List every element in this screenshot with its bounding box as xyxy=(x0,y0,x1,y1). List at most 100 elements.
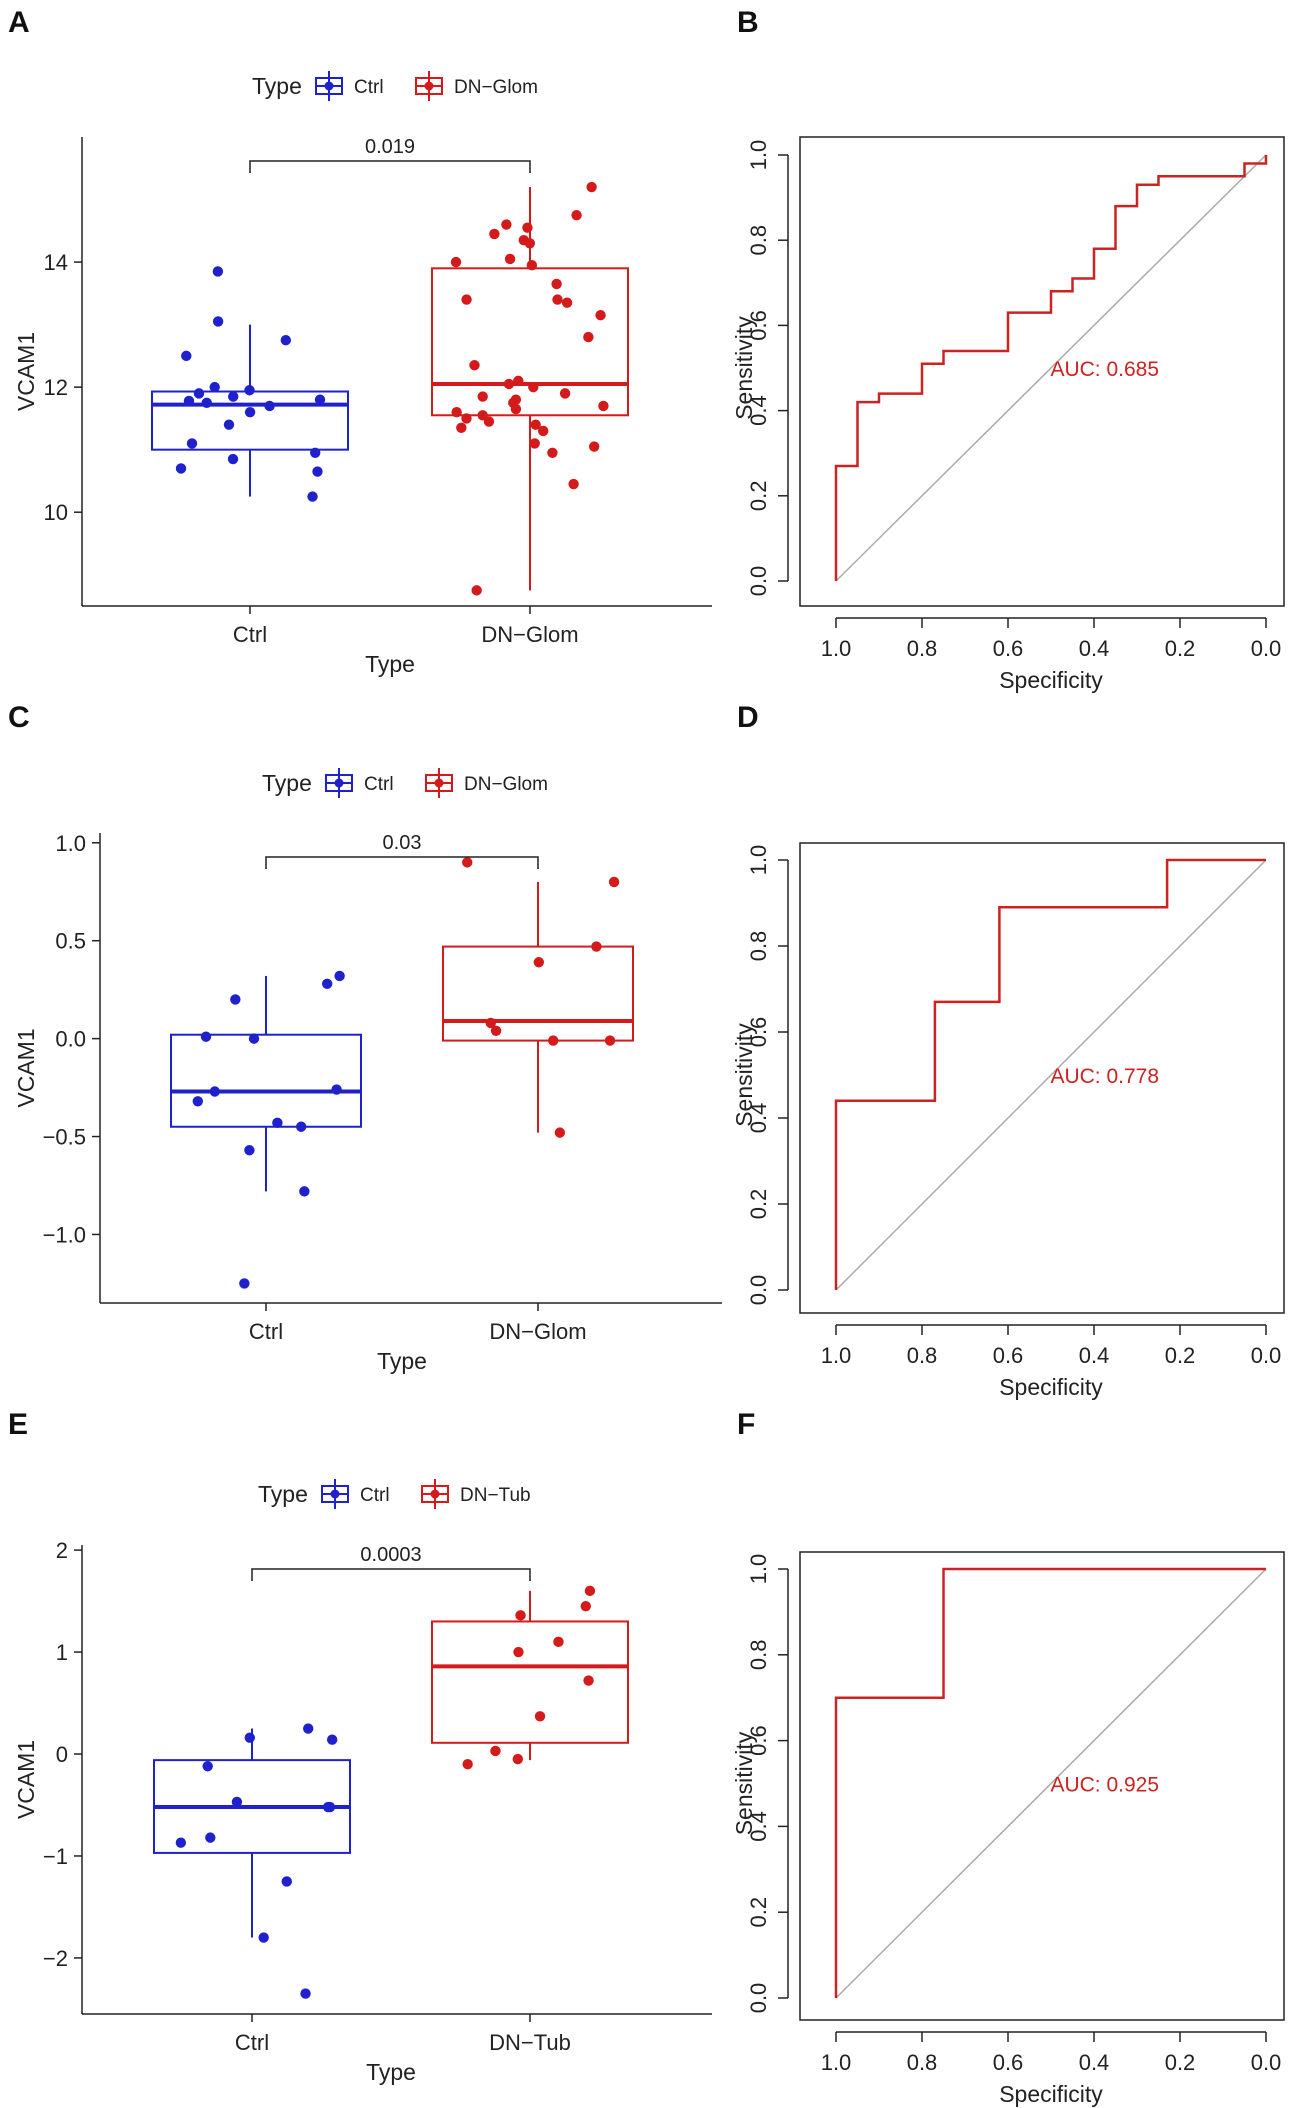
y-tick-label: 0.6 xyxy=(746,1017,771,1048)
y-tick-label: 2 xyxy=(56,1538,68,1563)
data-point xyxy=(175,1837,187,1848)
panel-letter: A xyxy=(8,6,30,39)
legend: Type Ctrl DN−Tub xyxy=(258,1479,531,1509)
data-point xyxy=(513,1646,524,1658)
data-point xyxy=(326,1734,338,1745)
reference-diagonal xyxy=(835,1568,1267,1999)
y-axis-title: Sensitivity xyxy=(731,1023,757,1127)
data-point xyxy=(202,1761,213,1772)
data-point xyxy=(591,941,602,952)
legend-key-dot xyxy=(424,81,434,91)
data-point xyxy=(462,1759,473,1770)
x-tick-label: Ctrl xyxy=(235,2030,269,2055)
legend-entry: Ctrl xyxy=(364,774,394,795)
data-point xyxy=(244,1732,255,1743)
data-point xyxy=(477,391,488,402)
x-tick-label: 0.6 xyxy=(993,2050,1024,2075)
legend: Type Ctrl DN−Glom xyxy=(252,71,538,101)
auc-label: AUC: 0.778 xyxy=(1050,1065,1159,1088)
data-point xyxy=(586,181,597,193)
panel-letter: F xyxy=(737,1408,755,1441)
panel-c: C Type Ctrl DN−Glom −1.0 −0.5 0.0 0.5 1.0 Ctrl DN−… xyxy=(8,701,722,1374)
data-point xyxy=(503,378,515,390)
y-tick-label: 0.8 xyxy=(746,1640,771,1671)
x-tick-label: 1.0 xyxy=(821,2050,852,2075)
legend-entry: DN−Glom xyxy=(454,77,538,98)
data-point xyxy=(280,335,292,346)
data-point xyxy=(322,1801,334,1813)
x-axis-title: Type xyxy=(365,651,415,677)
legend-entry: DN−Tub xyxy=(460,1485,531,1506)
data-point xyxy=(583,331,594,343)
data-point xyxy=(512,1753,523,1765)
y-axis-title: Sensitivity xyxy=(731,1731,757,1835)
data-point xyxy=(571,209,582,221)
data-point xyxy=(461,413,472,424)
data-point xyxy=(477,410,488,421)
data-point xyxy=(181,350,192,362)
data-point xyxy=(533,957,545,968)
y-tick-label: 0 xyxy=(56,1742,68,1767)
data-point xyxy=(205,1832,216,1843)
y-tick-label: 0.0 xyxy=(746,1983,771,2014)
data-point xyxy=(209,1086,221,1097)
y-tick-label: 0.6 xyxy=(746,310,771,341)
data-point xyxy=(314,394,326,405)
data-point xyxy=(490,1025,502,1036)
y-tick-label: 1.0 xyxy=(746,845,771,876)
x-tick-label: 1.0 xyxy=(821,636,852,661)
x-tick-label: 0.0 xyxy=(1251,636,1282,661)
data-point xyxy=(588,441,600,452)
box-iqr xyxy=(442,945,634,1042)
data-point xyxy=(312,466,323,477)
panel-d: D 1.0 0.8 0.6 0.4 0.2 0.0 Specificity 0.0 0.2 0.4 0… xyxy=(731,701,1285,1400)
data-point xyxy=(554,1127,566,1138)
roc-curve xyxy=(834,858,1266,1290)
data-point xyxy=(559,388,571,399)
data-point xyxy=(231,1796,243,1808)
data-point xyxy=(321,978,333,989)
data-point xyxy=(334,970,345,982)
legend-title: Type xyxy=(258,1481,308,1507)
plot-frame xyxy=(799,1551,1285,2021)
x-tick-label: Ctrl xyxy=(249,1319,283,1344)
data-point xyxy=(230,994,241,1005)
panel-letter: B xyxy=(737,6,759,39)
data-point xyxy=(258,1932,269,1943)
panel-b: B 1.0 0.8 0.6 0.4 0.2 0.0 Specificity 0.0 0.2 0.4 0… xyxy=(731,6,1285,693)
x-axis-title: Type xyxy=(377,1348,427,1374)
y-tick-label: 0.6 xyxy=(746,1725,771,1756)
y-tick-label: 0.5 xyxy=(55,929,86,954)
x-tick-label: 0.2 xyxy=(1165,1343,1196,1368)
data-point xyxy=(175,463,187,474)
x-axis-title: Specificity xyxy=(999,667,1103,693)
legend-key-dn xyxy=(415,71,443,101)
x-tick-label: 0.0 xyxy=(1251,2050,1282,2075)
legend-key-dn xyxy=(425,768,453,798)
data-point xyxy=(526,259,538,271)
reference-diagonal xyxy=(835,859,1267,1291)
data-point xyxy=(528,381,539,393)
data-point xyxy=(551,278,562,290)
y-tick-label: 0.0 xyxy=(746,1275,771,1306)
data-point xyxy=(461,294,472,305)
panel-letter: D xyxy=(737,701,759,734)
axes: 1.0 0.8 0.6 0.4 0.2 0.0 Specificity 0.0 0.2 0.4 0.… xyxy=(731,1551,1285,2107)
panel-letter: E xyxy=(8,1408,28,1441)
panel-e: E Type Ctrl DN−Tub −2 −1 0 1 2 Ctrl DN−Tub Type VCAM… xyxy=(8,1408,712,2085)
data-point xyxy=(212,266,224,277)
x-axis-title: Specificity xyxy=(999,1374,1103,1400)
data-point xyxy=(608,876,620,888)
data-point xyxy=(193,388,205,399)
x-axis-title: Specificity xyxy=(999,2081,1103,2107)
data-point xyxy=(501,219,512,230)
plot-frame xyxy=(799,842,1285,1314)
x-tick-label: 0.4 xyxy=(1079,636,1110,661)
axes: −2 −1 0 1 2 Ctrl DN−Tub Type VCAM1 xyxy=(13,1538,712,2085)
data-point xyxy=(580,1600,591,1612)
legend-key-dot xyxy=(334,778,344,788)
y-axis-title: VCAM1 xyxy=(13,332,39,411)
y-tick-label: 0.8 xyxy=(746,225,771,256)
legend-key-ctrl xyxy=(325,768,353,798)
data-point xyxy=(310,447,321,458)
